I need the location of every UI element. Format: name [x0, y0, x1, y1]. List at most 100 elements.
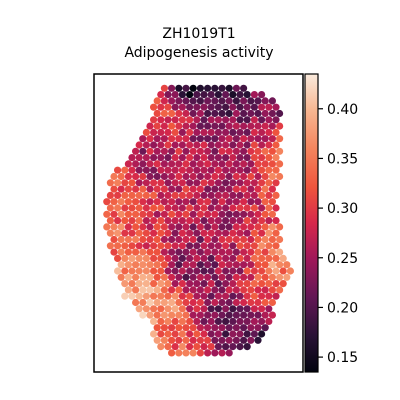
spot: [243, 292, 251, 300]
spot: [153, 286, 161, 294]
spot: [229, 267, 237, 275]
spot: [272, 267, 280, 275]
spot: [193, 103, 201, 111]
spot: [250, 267, 258, 275]
plot-frame: [93, 73, 304, 373]
spot: [214, 91, 222, 99]
spot: [160, 273, 168, 281]
spot: [225, 298, 233, 307]
spot: [160, 223, 168, 231]
spot: [182, 97, 190, 105]
spot: [232, 210, 240, 218]
spot: [189, 261, 197, 269]
spot: [225, 311, 233, 319]
spot: [214, 330, 222, 338]
spot: [160, 147, 168, 155]
spot: [265, 141, 273, 149]
spot: [222, 280, 230, 288]
spot: [204, 248, 212, 256]
spot: [218, 198, 226, 206]
spot: [229, 254, 237, 262]
spot: [214, 267, 222, 275]
spot: [261, 122, 269, 130]
spot: [175, 298, 183, 307]
spot: [236, 191, 244, 199]
spot: [142, 179, 150, 187]
spot: [222, 179, 230, 187]
spot: [160, 122, 168, 130]
spot: [196, 261, 204, 269]
chart-subtitle: Adipogenesis activity: [124, 45, 273, 61]
spot: [261, 160, 269, 168]
spot: [222, 229, 230, 237]
spot: [157, 280, 165, 288]
spot: [153, 172, 161, 181]
spot: [265, 305, 273, 313]
spot: [276, 147, 284, 155]
spot: [240, 223, 248, 231]
spot: [168, 147, 176, 155]
spot: [240, 185, 248, 193]
spot: [250, 191, 258, 199]
spot: [193, 191, 201, 199]
spot: [153, 248, 161, 256]
spot: [240, 324, 248, 332]
spot: [218, 223, 226, 231]
spot: [229, 103, 237, 111]
spot: [222, 166, 230, 174]
spot: [103, 198, 111, 206]
spot: [182, 147, 190, 155]
spot: [117, 261, 125, 269]
spot: [160, 172, 168, 181]
spot: [279, 254, 287, 262]
spot: [164, 292, 172, 300]
spot: [196, 235, 204, 244]
spot: [164, 116, 172, 124]
spot: [222, 204, 230, 212]
colorbar-axis: 0.15 0.20 0.25 0.30 0.35 0.40: [318, 102, 358, 366]
spot: [175, 223, 183, 231]
spot: [168, 336, 176, 344]
spot: [236, 217, 244, 225]
spot: [243, 141, 251, 149]
spot: [268, 185, 276, 193]
spot: [211, 147, 219, 155]
spot: [153, 147, 161, 155]
spot: [225, 235, 233, 244]
spot: [232, 336, 240, 344]
spot: [236, 204, 244, 212]
spot: [243, 280, 251, 288]
spot: [218, 298, 226, 307]
spot: [211, 223, 219, 231]
spot: [261, 135, 269, 143]
spot: [168, 261, 176, 269]
spot: [135, 141, 143, 149]
spot: [117, 172, 125, 181]
spot: [232, 135, 240, 143]
spot: [222, 141, 230, 149]
spot: [164, 242, 172, 250]
spot: [268, 135, 276, 143]
spot: [171, 317, 179, 325]
spot: [146, 261, 154, 269]
spot: [153, 122, 161, 130]
spot: [200, 343, 208, 351]
spot: [247, 135, 255, 143]
spot: [189, 223, 197, 231]
spot: [171, 267, 179, 275]
spot: [250, 154, 258, 162]
spot: [250, 116, 258, 124]
spot: [214, 141, 222, 149]
spot: [214, 154, 222, 162]
spot: [268, 298, 276, 307]
spot: [153, 109, 161, 118]
spot: [279, 280, 287, 288]
spot: [250, 254, 258, 262]
spot: [232, 84, 240, 92]
spot: [106, 217, 114, 225]
spot: [232, 185, 240, 193]
spot: [222, 242, 230, 250]
spot: [139, 261, 147, 269]
spot: [272, 103, 280, 111]
spot: [225, 147, 233, 155]
